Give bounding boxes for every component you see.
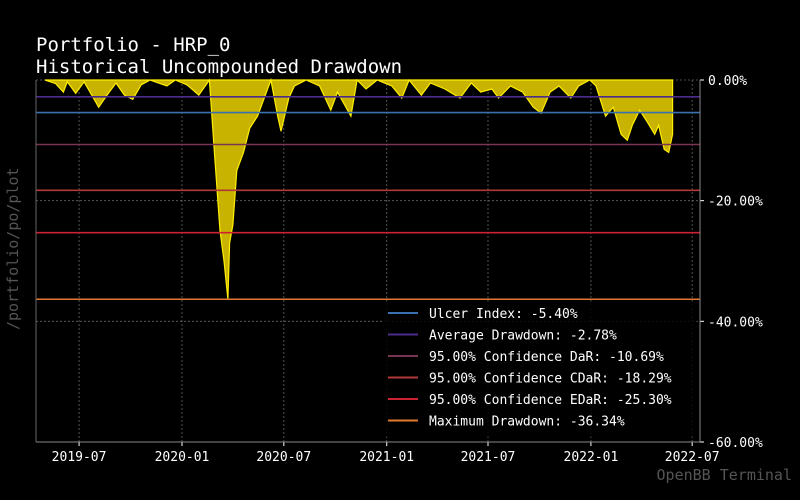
- x-tick-label: 2021-07: [461, 450, 516, 465]
- legend-label-6: Maximum Drawdown: -36.34%: [429, 415, 625, 430]
- x-tick-label: 2021-01: [359, 450, 414, 465]
- reference-lines: [36, 95, 700, 301]
- legend-label-4: 95.00% Confidence CDaR: -18.29%: [429, 372, 672, 387]
- legend-label-2: Average Drawdown: -2.78%: [429, 329, 617, 344]
- chart-title: Portfolio - HRP_0 Historical Uncompounded…: [36, 34, 402, 78]
- axes: 2019-07 2020-01 2020-07 2021-01 2021-07 2022-…: [35, 74, 763, 465]
- y-tick-label: -60.00%: [708, 436, 763, 451]
- chart-title-line2: Historical Uncompounded Drawdown: [36, 56, 403, 78]
- chart-title-line1: Portfolio - HRP_0: [36, 34, 231, 56]
- y-tick-label: -20.00%: [708, 195, 763, 210]
- y-tick-label: -40.00%: [708, 315, 763, 330]
- y-tick-label: 0.00%: [708, 74, 747, 89]
- legend-box: [383, 301, 697, 437]
- x-tick-label: 2022-01: [564, 450, 619, 465]
- x-tick-label: 2020-07: [256, 450, 311, 465]
- x-tick-label: 2020-01: [155, 450, 210, 465]
- legend: Ulcer Index: -5.40% Average Drawdown: -2.…: [383, 301, 697, 437]
- x-tick-label: 2022-07: [665, 450, 720, 465]
- legend-label-5: 95.00% Confidence EDaR: -25.30%: [429, 393, 672, 408]
- watermark: OpenBB Terminal: [656, 466, 792, 484]
- legend-label-1: Ulcer Index: -5.40%: [429, 307, 578, 322]
- legend-label-3: 95.00% Confidence DaR: -10.69%: [429, 350, 664, 365]
- x-tick-label: 2019-07: [52, 450, 107, 465]
